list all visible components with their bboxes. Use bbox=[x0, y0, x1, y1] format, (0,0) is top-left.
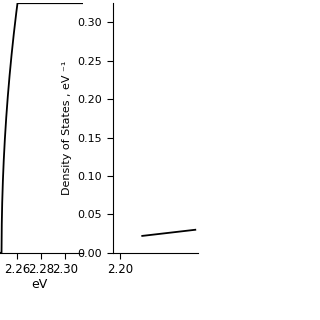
Y-axis label: Density of States , eV ⁻¹: Density of States , eV ⁻¹ bbox=[62, 61, 72, 195]
X-axis label: eV: eV bbox=[32, 278, 48, 291]
